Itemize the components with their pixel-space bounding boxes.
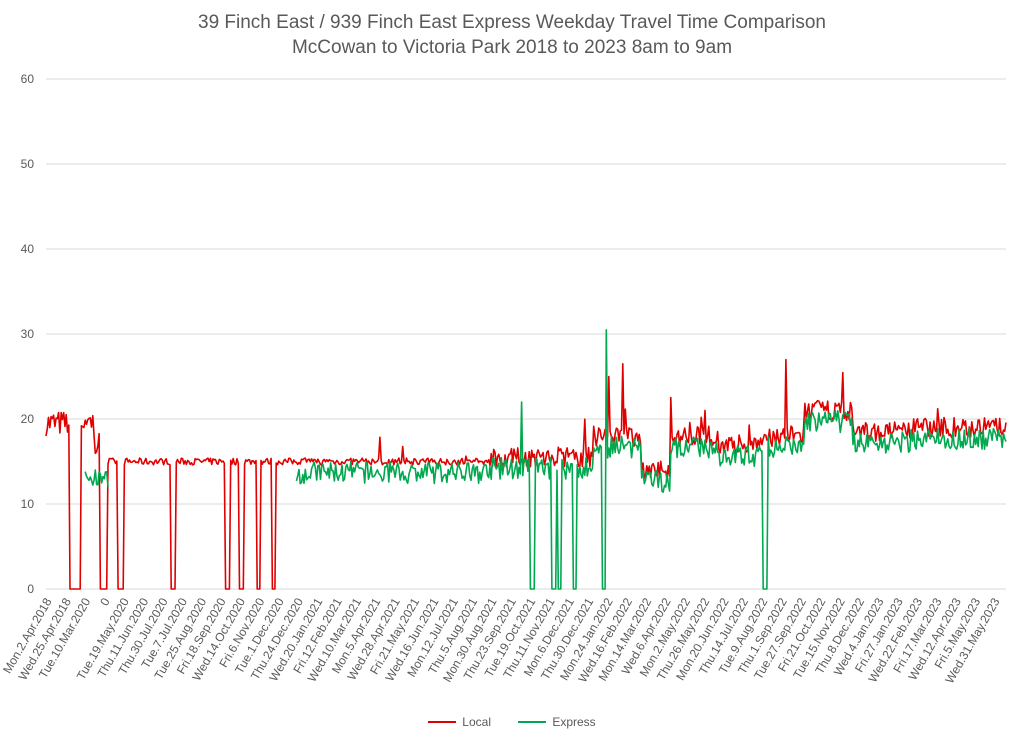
legend-item-local: Local: [428, 715, 491, 729]
legend-swatch-local: [428, 721, 457, 723]
chart-title-block: 39 Finch East / 939 Finch East Express W…: [0, 10, 1024, 60]
legend-label-express: Express: [552, 715, 596, 729]
y-tick-label: 60: [21, 72, 35, 86]
legend-item-express: Express: [518, 715, 596, 729]
y-axis-ticks: 0 10 20 30 40 50 60: [21, 72, 35, 596]
grid-layer: [46, 78, 1006, 590]
legend: Local Express: [0, 712, 1024, 729]
legend-swatch-express: [518, 721, 547, 723]
y-tick-label: 20: [21, 412, 35, 426]
series-line-local: [45, 358, 1007, 590]
series-layer: [45, 329, 1007, 590]
legend-label-local: Local: [462, 715, 491, 729]
y-tick-label: 50: [21, 157, 35, 171]
y-tick-label: 0: [27, 582, 34, 596]
series-line-express: [84, 329, 1007, 590]
y-tick-label: 40: [21, 242, 35, 256]
x-axis-ticks: Mon.2.Apr.2018Wed.25.Apr.2018Tue.10.Mar.…: [0, 595, 1003, 686]
y-tick-label: 10: [21, 497, 35, 511]
x-tick-label: 0: [97, 595, 113, 608]
y-tick-label: 30: [21, 327, 35, 341]
chart-subtitle: McCowan to Victoria Park 2018 to 2023 8a…: [291, 37, 733, 58]
chart-title: 39 Finch East / 939 Finch East Express W…: [198, 12, 826, 33]
